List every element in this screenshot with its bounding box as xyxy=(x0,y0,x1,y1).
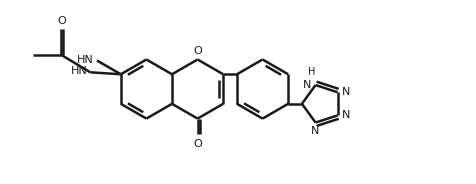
Text: O: O xyxy=(193,139,201,149)
Text: HN: HN xyxy=(77,56,94,66)
Text: H: H xyxy=(307,67,315,77)
Text: HN: HN xyxy=(70,66,87,76)
Text: N: N xyxy=(311,126,319,137)
Text: N: N xyxy=(303,80,311,90)
Text: N: N xyxy=(341,87,349,97)
Text: O: O xyxy=(193,46,201,56)
Text: O: O xyxy=(58,16,66,26)
Text: N: N xyxy=(341,110,349,120)
